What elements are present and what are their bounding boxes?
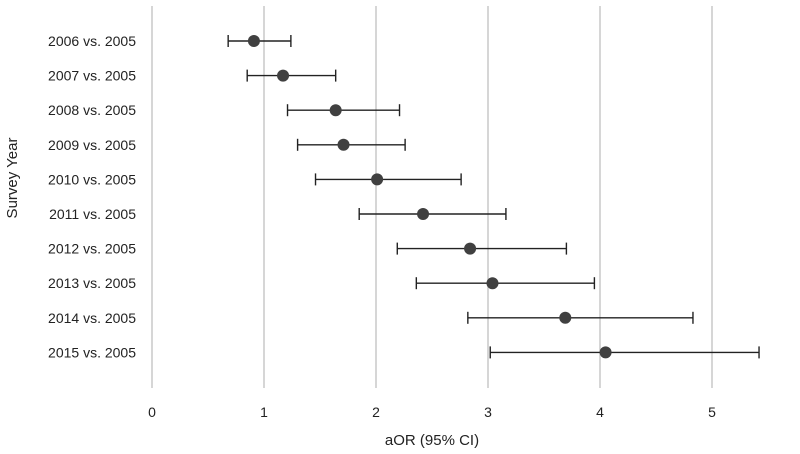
data-point (371, 173, 384, 186)
x-tick-label: 1 (260, 404, 268, 420)
category-labels: 2006 vs. 2005 2007 vs. 2005 2008 vs. 2005 2… (48, 33, 136, 360)
x-tick-label: 5 (708, 404, 716, 420)
category-label: 2013 vs. 2005 (48, 275, 136, 291)
data-point (559, 311, 572, 324)
x-tick-label: 3 (484, 404, 492, 420)
data-points (247, 35, 612, 359)
category-label: 2012 vs. 2005 (48, 241, 136, 257)
x-tick-label: 2 (372, 404, 380, 420)
category-label: 2015 vs. 2005 (48, 344, 136, 360)
category-label: 2008 vs. 2005 (48, 102, 136, 118)
x-axis-title: aOR (95% CI) (385, 432, 479, 449)
gridlines (151, 6, 713, 388)
category-label: 2006 vs. 2005 (48, 33, 136, 49)
data-point (486, 277, 499, 290)
category-label: 2009 vs. 2005 (48, 137, 136, 153)
x-tick-label: 4 (596, 404, 604, 420)
category-label: 2014 vs. 2005 (48, 310, 136, 326)
data-point (277, 69, 290, 82)
error-bars (227, 35, 760, 359)
data-point (417, 208, 430, 220)
x-tick-labels: 0 1 2 3 4 5 (148, 404, 716, 420)
category-label: 2010 vs. 2005 (48, 171, 136, 187)
data-point (329, 104, 342, 117)
y-axis-title: Survey Year (4, 138, 21, 219)
data-point (599, 346, 612, 359)
data-point (247, 35, 260, 47)
category-label: 2011 vs. 2005 (49, 206, 136, 222)
category-label: 2007 vs. 2005 (48, 68, 136, 84)
data-point (337, 138, 350, 151)
x-tick-label: 0 (148, 404, 156, 420)
data-point (464, 242, 477, 255)
